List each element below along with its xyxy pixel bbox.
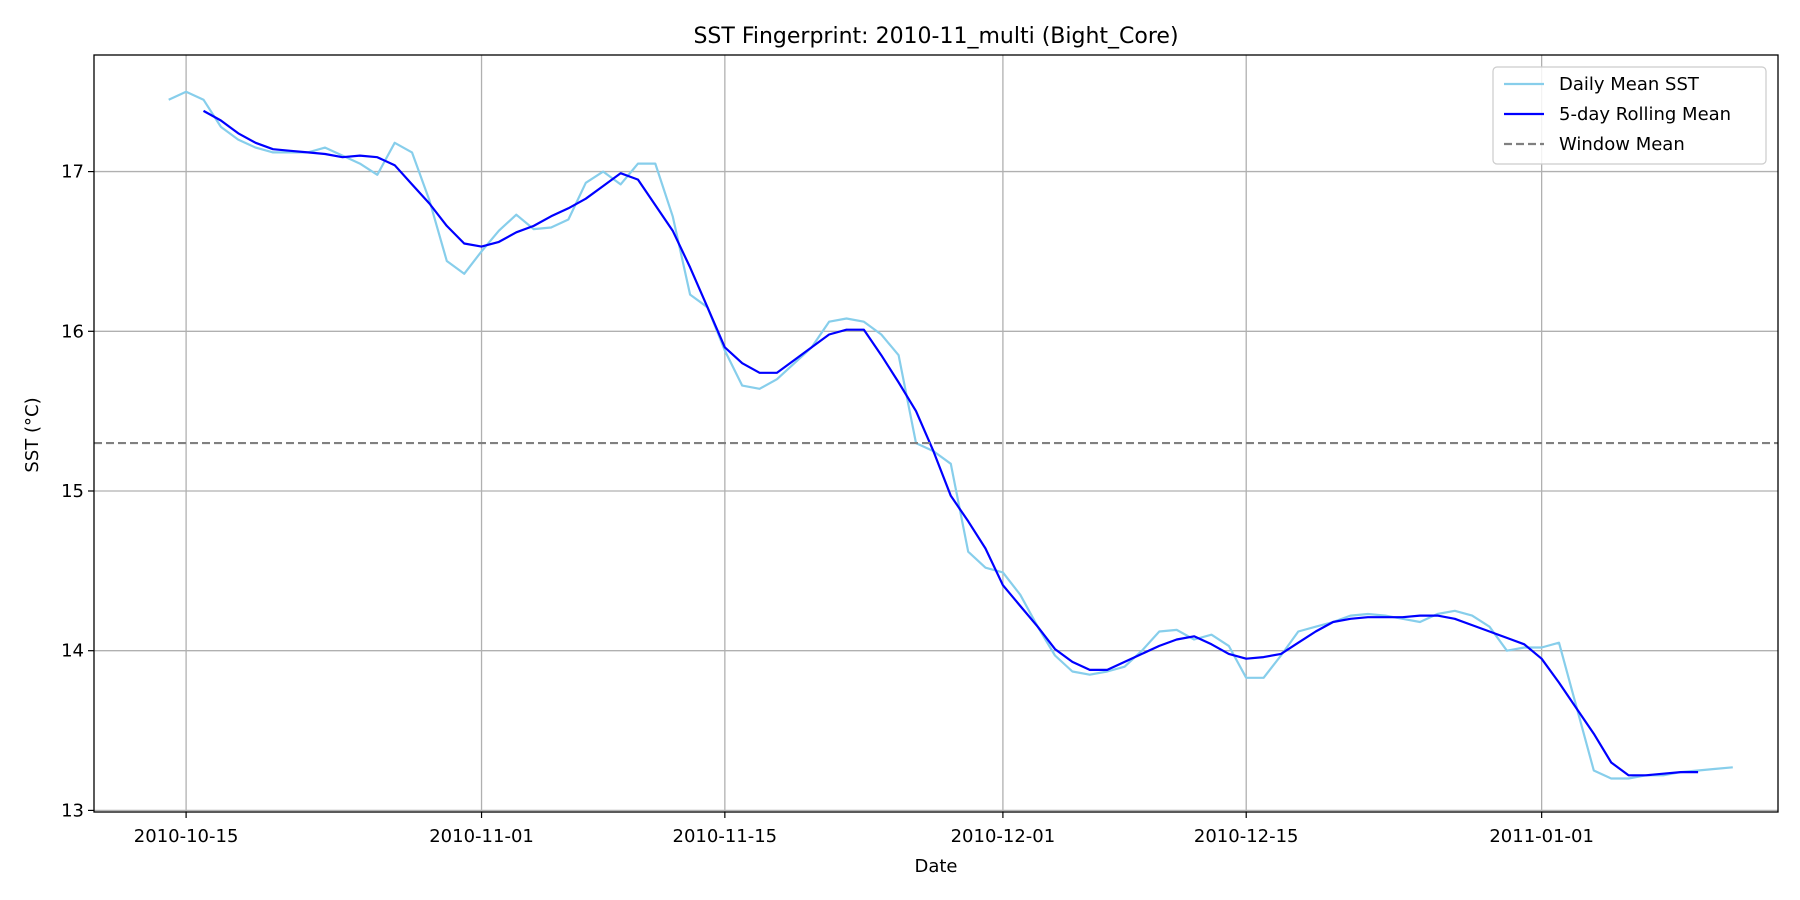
plot-frame xyxy=(93,54,1779,813)
ticks: 2010-10-15 2010-11-01 2010-11-15 2010-12-01… xyxy=(61,162,1594,847)
rolling-mean-line xyxy=(202,109,1699,777)
x-tick-label: 2011-01-01 xyxy=(1489,826,1594,847)
legend-label-rolling: 5-day Rolling Mean xyxy=(1559,104,1731,125)
x-tick-label: 2010-12-01 xyxy=(951,826,1056,847)
y-tick-label: 16 xyxy=(61,321,84,342)
y-axis-label: SST (°C) xyxy=(22,397,43,472)
legend-box xyxy=(1492,66,1767,165)
chart-title: SST Fingerprint: 2010-11_multi (Bight_Co… xyxy=(693,24,1178,49)
legend: Daily Mean SST 5-day Rolling Mean Window… xyxy=(1492,66,1767,165)
y-tick-label: 13 xyxy=(61,800,84,821)
x-tick-label: 2010-12-15 xyxy=(1194,826,1299,847)
legend-label-daily: Daily Mean SST xyxy=(1559,74,1700,95)
x-axis-label: Date xyxy=(914,856,957,877)
daily-mean-sst-line xyxy=(168,90,1733,780)
series-layer xyxy=(94,90,1778,780)
x-tick-label: 2010-11-15 xyxy=(673,826,778,847)
x-tick-label: 2010-11-01 xyxy=(429,826,534,847)
legend-label-window-mean: Window Mean xyxy=(1559,134,1685,155)
grid xyxy=(94,55,1778,812)
x-tick-label: 2010-10-15 xyxy=(134,826,239,847)
y-tick-label: 15 xyxy=(61,481,84,502)
y-tick-label: 14 xyxy=(61,641,84,662)
y-tick-label: 17 xyxy=(61,162,84,183)
